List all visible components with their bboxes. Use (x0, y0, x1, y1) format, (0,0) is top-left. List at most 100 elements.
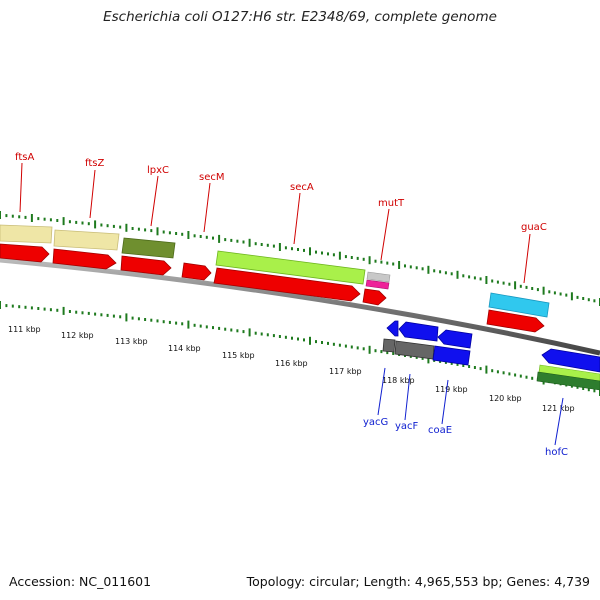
scale-minor-tick (531, 376, 534, 380)
cds-arrow-3[interactable] (120, 255, 172, 276)
outer-track-minor-tick (150, 229, 153, 233)
scale-minor-tick (131, 316, 134, 320)
rev-arrow-3[interactable] (437, 329, 473, 349)
gene-mutT-bar-2[interactable] (365, 279, 390, 290)
scale-minor-tick (272, 334, 275, 338)
outer-track-minor-tick (531, 287, 534, 290)
outer-track-minor-tick (496, 280, 499, 284)
scale-major-tick (248, 328, 251, 337)
outer-track-minor-tick (75, 220, 78, 224)
outer-track-minor-tick (559, 292, 562, 296)
gene-ftsZ-bar[interactable] (53, 229, 120, 251)
cds-arrow-2[interactable] (52, 248, 117, 270)
scale-label-111kbp: 111 kbp (8, 325, 41, 334)
outer-track-minor-tick (519, 284, 522, 288)
gene-hofC-bar[interactable] (538, 364, 600, 382)
outer-track-minor-tick (415, 266, 418, 270)
cds-arrow-1[interactable] (0, 243, 50, 263)
gene-coaE-bar[interactable] (432, 345, 471, 366)
scale-minor-tick (321, 341, 323, 344)
outer-track-major-tick (338, 251, 341, 260)
outer-track-major-tick (156, 227, 159, 236)
gene-guaC-bar[interactable] (488, 292, 550, 318)
scale-minor-tick (415, 355, 418, 359)
gene-yacF-bar[interactable] (394, 340, 435, 360)
gene-label-ftsA[interactable]: ftsA (15, 152, 34, 163)
outer-track-minor-tick (5, 214, 8, 218)
scale-major-tick (368, 345, 371, 354)
gene-label-secM[interactable]: secM (199, 172, 225, 183)
scale-minor-tick (514, 373, 517, 377)
gene-label-yacF[interactable]: yacF (395, 421, 419, 432)
scale-label-120kbp: 120 kbp (489, 394, 522, 403)
outer-track-minor-tick (327, 252, 329, 256)
outer-track-minor-tick (106, 224, 109, 228)
gene-label-yacG[interactable]: yacG (363, 417, 388, 428)
outer-track-minor-tick (473, 276, 476, 280)
gene-lpxC-bar[interactable] (121, 237, 176, 259)
scale-minor-tick (199, 324, 202, 328)
rev-arrow-1[interactable] (386, 320, 399, 337)
scale-minor-tick (43, 307, 46, 311)
scale-minor-tick (11, 304, 14, 308)
outer-track-minor-tick (508, 282, 511, 286)
gene-label-lpxC[interactable]: lpxC (147, 165, 169, 176)
outer-track-minor-tick (137, 227, 140, 231)
gene-label-guaC[interactable]: guaC (521, 222, 547, 233)
outer-tick-track (0, 211, 600, 306)
outer-track-minor-tick (230, 238, 233, 242)
outer-track-minor-tick (491, 279, 494, 283)
rev-arrow-4[interactable] (541, 348, 600, 373)
cds-arrow-5[interactable] (213, 267, 361, 302)
gene-label-ftsZ[interactable]: ftsZ (85, 158, 104, 169)
genome-backbone[interactable] (0, 257, 600, 356)
scale-minor-tick (254, 331, 257, 335)
outer-track-minor-tick (450, 272, 453, 276)
gene-ftsA-bar[interactable] (0, 224, 53, 244)
gene-label-secA[interactable]: secA (290, 182, 314, 193)
scale-minor-tick (94, 312, 97, 316)
outer-track-minor-tick (56, 219, 59, 222)
outer-track-minor-tick (175, 232, 178, 235)
gene-hofC-bar-2[interactable] (536, 371, 600, 391)
gene-yacG-bar[interactable] (382, 338, 396, 353)
cds-arrow-6[interactable] (362, 288, 387, 306)
outer-track-minor-tick (266, 243, 269, 247)
scale-minor-tick (392, 352, 395, 355)
cds-arrow-7[interactable] (486, 309, 545, 333)
outer-track-minor-tick (576, 295, 579, 299)
scale-minor-tick (284, 335, 287, 339)
outer-track-major-tick (30, 214, 33, 222)
outer-track-minor-tick (11, 214, 14, 218)
scale-minor-tick (144, 318, 147, 321)
gene-label-hofC[interactable]: hofC (545, 447, 568, 458)
outer-track-minor-tick (439, 270, 442, 274)
gene-label-coaE[interactable]: coaE (428, 425, 452, 436)
outer-track-minor-tick (587, 298, 590, 302)
scale-labels: 111 kbp 112 kbp 113 kbp 114 kbp 115 kbp … (8, 325, 575, 413)
outer-track-major-tick (398, 261, 401, 269)
gene-label-mutT[interactable]: mutT (378, 198, 405, 209)
scale-minor-tick (56, 308, 59, 312)
scale-minor-tick (37, 307, 40, 310)
scale-minor-tick (100, 313, 103, 317)
outer-track-minor-tick (49, 218, 52, 222)
scale-minor-tick (456, 362, 459, 366)
scale-minor-tick (496, 370, 499, 374)
cds-arrow-4[interactable] (181, 262, 212, 281)
scale-minor-tick (75, 310, 78, 314)
scale-minor-tick (525, 375, 528, 379)
scale-minor-tick (479, 367, 482, 371)
outer-track-minor-tick (18, 215, 21, 219)
scale-minor-tick (291, 336, 293, 340)
outer-track-minor-tick (87, 222, 90, 226)
gene-mutT-bar[interactable] (366, 271, 391, 283)
outer-track-minor-tick (350, 256, 353, 259)
scale-minor-tick (18, 305, 21, 309)
outer-track-major-tick (248, 238, 251, 247)
lower-leaders (377, 367, 564, 446)
gene-secA-bar[interactable] (215, 250, 366, 285)
scale-minor-tick (162, 320, 165, 324)
rev-arrow-2[interactable] (398, 321, 439, 342)
